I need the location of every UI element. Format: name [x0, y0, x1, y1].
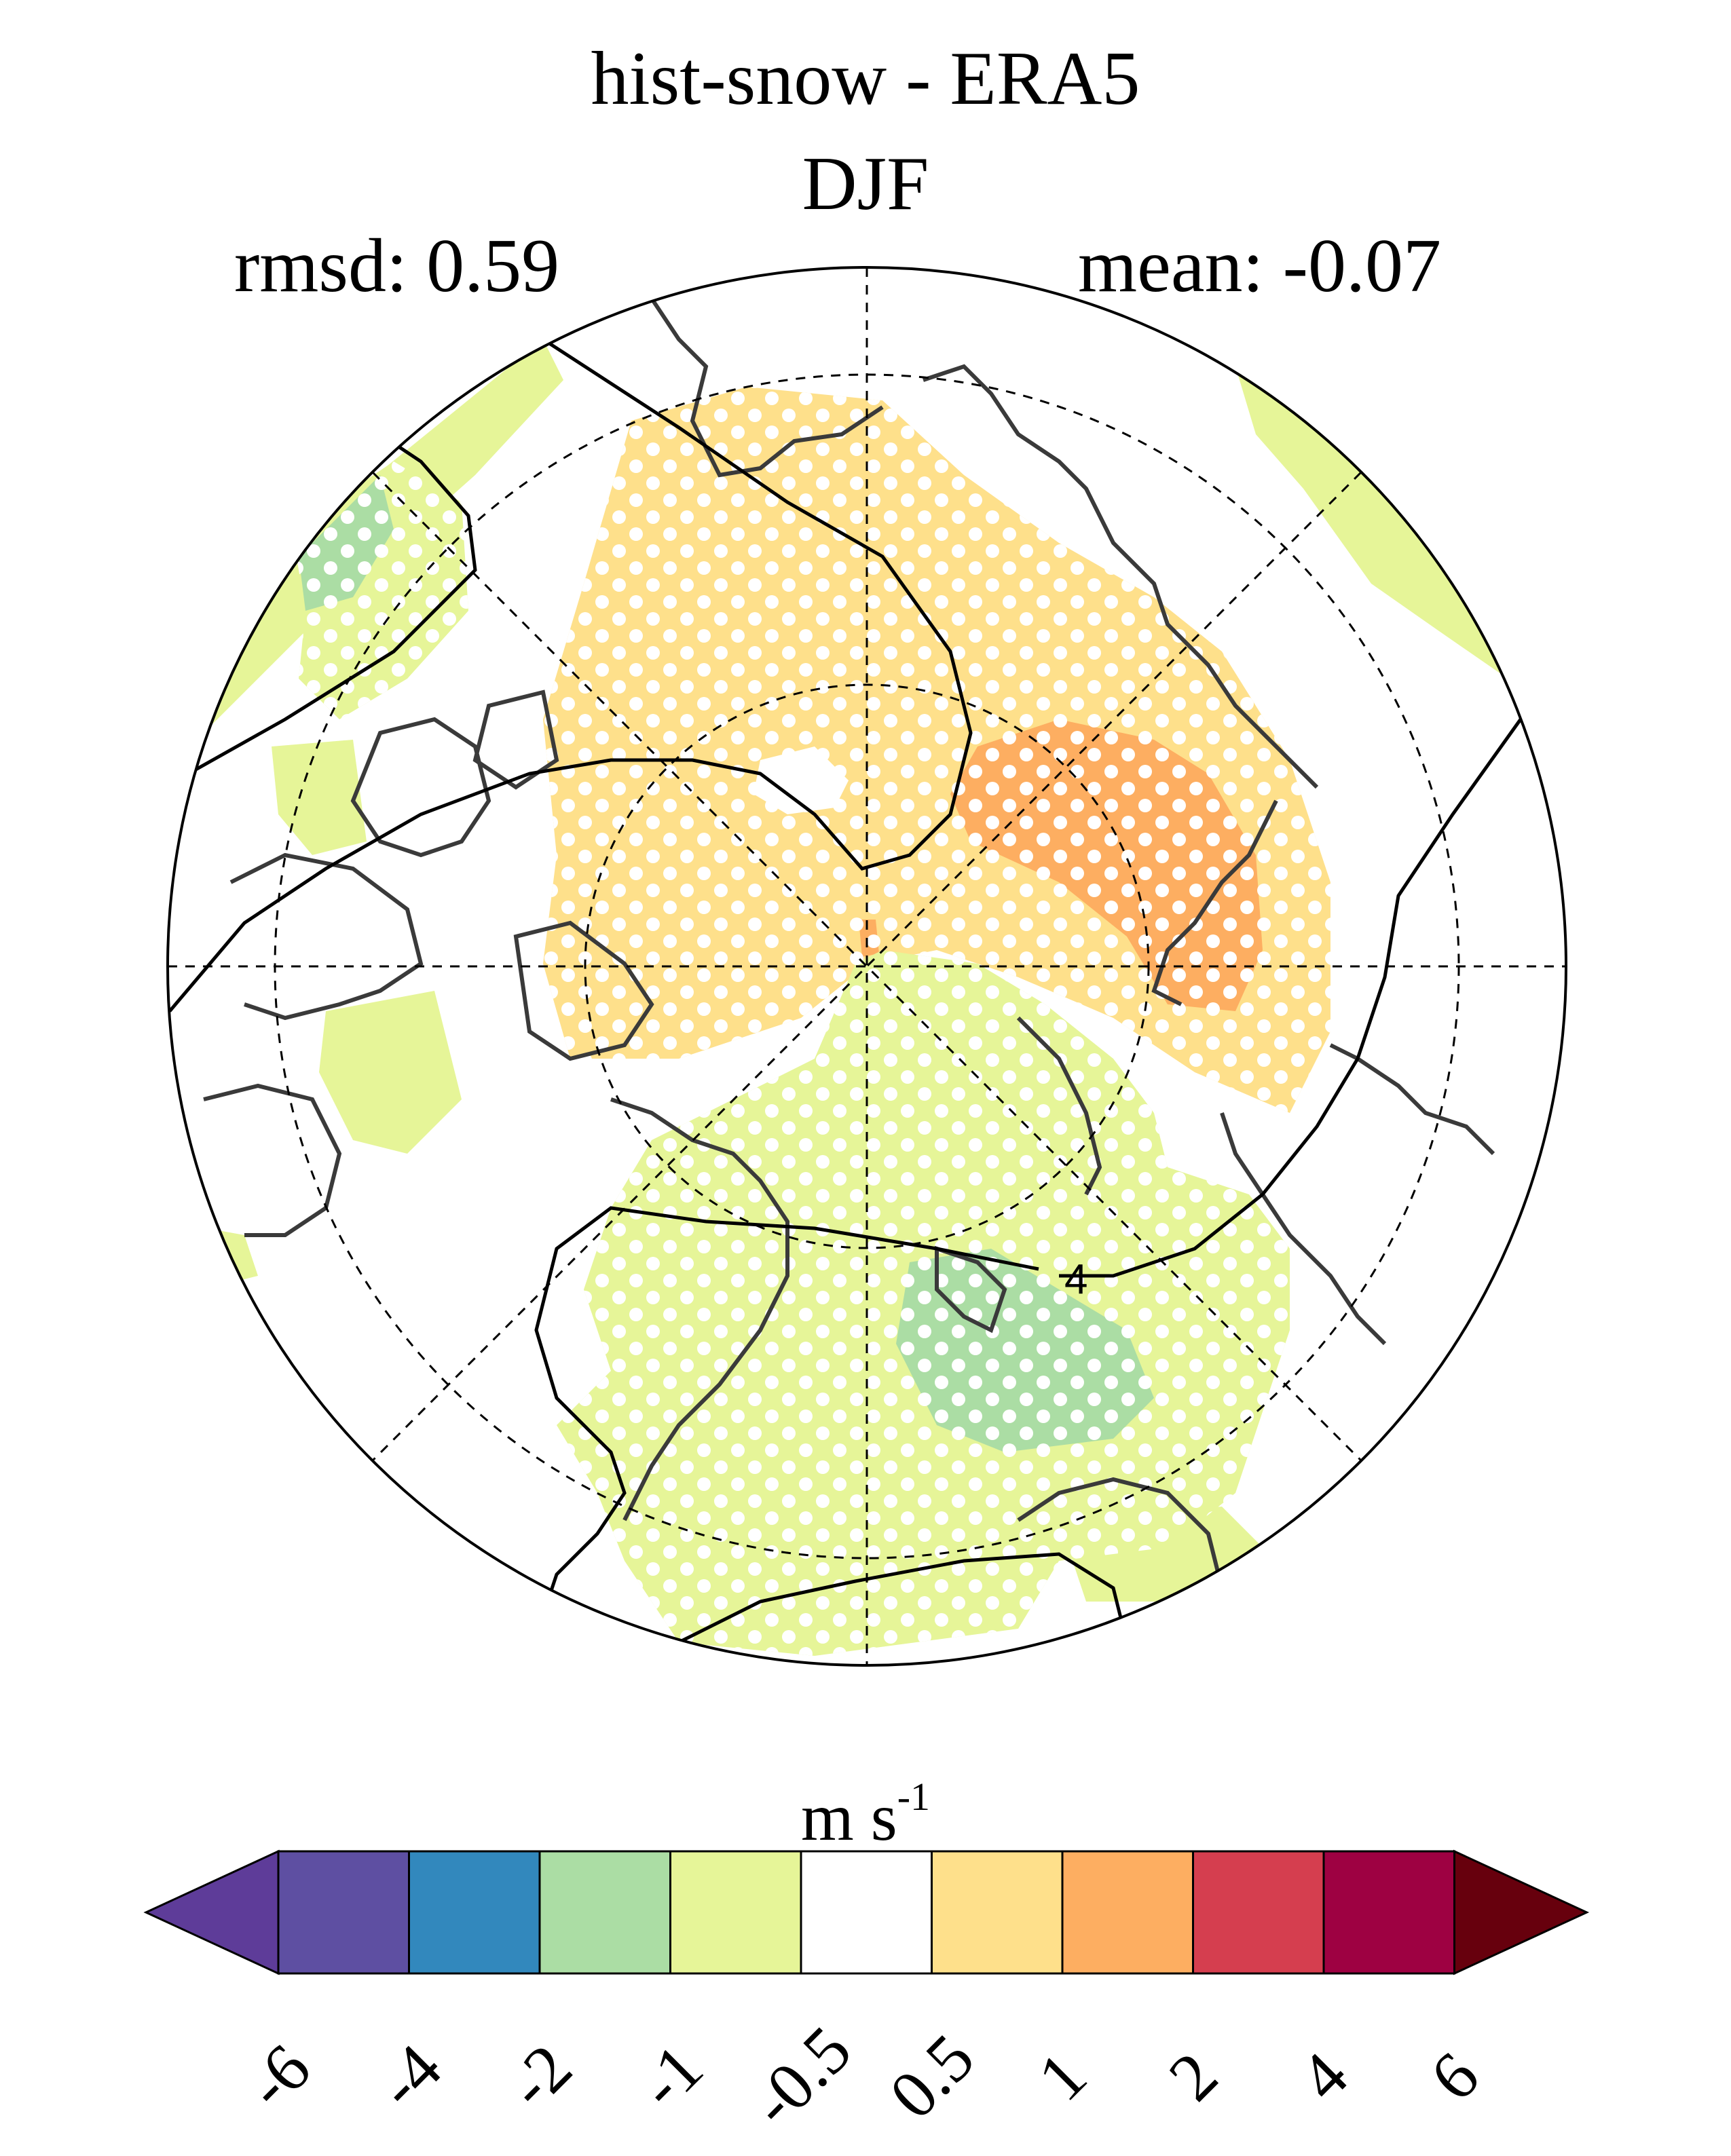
mean-stat: mean: -0.07 [1078, 224, 1441, 308]
colorbar-box [1061, 1850, 1194, 1975]
season-label: DJF [802, 142, 929, 226]
contour-label: 4 [1064, 1256, 1087, 1303]
colorbar-box [277, 1850, 410, 1975]
jet-contours [168, 337, 1523, 1644]
colorbar-unit-label: m s-1 [0, 1777, 1731, 1851]
colorbar-box [800, 1850, 933, 1975]
colorbar-box [669, 1850, 802, 1975]
colorbar-boxes [143, 1849, 1590, 1975]
colorbar-box [1192, 1850, 1325, 1975]
colorbar-unit-exponent: -1 [897, 1774, 931, 1819]
colorbar-box [1322, 1850, 1455, 1975]
colorbar-unit-main: m s [800, 1779, 897, 1855]
coastlines [203, 297, 1495, 1589]
colorbar-extend-max [1453, 1849, 1590, 1975]
significance-stipple-west [292, 461, 468, 719]
map-gridlines [168, 267, 1566, 1665]
anomaly-region-neg-west-small [272, 740, 367, 855]
colorbar-box [408, 1850, 541, 1975]
colorbar-extend-min [143, 1849, 280, 1975]
map-border [166, 266, 1567, 1667]
colorbar-box [931, 1850, 1064, 1975]
rmsd-stat: rmsd: 0.59 [234, 224, 560, 308]
anomaly-region-neg-west-mid [319, 991, 462, 1154]
significance-stipple-pos [543, 387, 1330, 1113]
anomaly-region-neg-rim-ne [1235, 366, 1534, 692]
colorbar-box [538, 1850, 671, 1975]
map-title: hist-snow - ERA5 [591, 37, 1140, 121]
